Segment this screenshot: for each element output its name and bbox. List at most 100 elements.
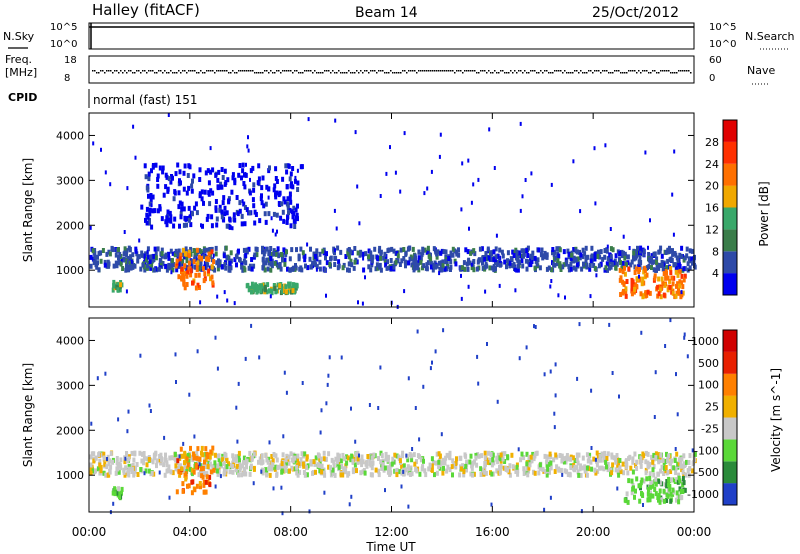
freq-point	[430, 70, 432, 72]
heatmap-cell	[382, 255, 386, 261]
heatmap-cell	[447, 454, 451, 460]
freq-point	[392, 72, 394, 74]
heatmap-cell	[286, 163, 290, 169]
heatmap-cell	[108, 251, 112, 257]
freq-point	[386, 72, 388, 74]
heatmap-cell	[432, 460, 435, 466]
heatmap-cell	[524, 258, 528, 264]
heatmap-cell	[208, 265, 212, 271]
heatmap-cell	[175, 489, 179, 495]
heatmap-cell	[182, 206, 186, 212]
heatmap-cell	[276, 465, 280, 471]
heatmap-cell	[389, 145, 391, 150]
heatmap-cell	[377, 468, 381, 474]
heatmap-cell	[671, 281, 675, 287]
heatmap-cell	[230, 189, 234, 195]
heatmap-cell	[616, 469, 620, 475]
heatmap-cell	[318, 468, 322, 474]
heatmap-cell	[543, 372, 546, 377]
heatmap-cell	[274, 192, 277, 198]
heatmap-cell	[581, 247, 585, 253]
heatmap-cell	[128, 264, 132, 270]
heatmap-cell	[176, 458, 180, 464]
freq-point	[680, 70, 682, 72]
heatmap-cell	[585, 264, 589, 270]
heatmap-cell	[648, 471, 652, 477]
heatmap-cell	[137, 254, 141, 260]
freq-point	[556, 70, 558, 72]
heatmap-cell	[399, 189, 402, 194]
heatmap-cell	[379, 267, 383, 273]
heatmap-cell	[267, 168, 271, 174]
heatmap-cell	[272, 486, 275, 491]
freq-point	[468, 70, 470, 72]
heatmap-cell	[361, 301, 364, 306]
heatmap-cell	[210, 249, 214, 255]
heatmap-cell	[289, 171, 293, 177]
heatmap-cell	[191, 280, 195, 286]
heatmap-cell	[286, 215, 289, 221]
heatmap-cell	[351, 469, 355, 475]
heatmap-cell	[522, 455, 526, 461]
heatmap-cell	[518, 260, 522, 265]
heatmap-cell	[115, 460, 119, 466]
heatmap-cell	[281, 176, 285, 182]
heatmap-cell	[481, 467, 484, 473]
heatmap-cell	[272, 452, 276, 457]
heatmap-cell	[163, 435, 166, 440]
heatmap-cell	[472, 471, 476, 477]
heatmap-cell	[141, 451, 144, 457]
heatmap-cell	[622, 250, 625, 256]
heatmap-cell	[142, 455, 146, 461]
freq-point	[396, 72, 398, 74]
heatmap-cell	[516, 263, 520, 269]
heatmap-cell	[531, 255, 534, 261]
heatmap-cell	[121, 266, 125, 271]
freq-point	[292, 72, 294, 74]
heatmap-cell	[483, 469, 487, 475]
heatmap-cell	[347, 267, 351, 273]
heatmap-cell	[425, 262, 429, 268]
heatmap-cell	[178, 262, 181, 267]
heatmap-cell	[193, 250, 197, 256]
heatmap-cell	[470, 463, 474, 469]
heatmap-cell	[440, 432, 443, 437]
heatmap-cell	[622, 234, 625, 239]
heatmap-cell	[657, 276, 661, 282]
heatmap-cell	[569, 266, 573, 272]
heatmap-cell	[411, 246, 415, 252]
heatmap-cell	[384, 451, 388, 457]
heatmap-cell	[122, 256, 126, 262]
heatmap-cell	[662, 292, 666, 298]
heatmap-cell	[203, 189, 207, 195]
heatmap-cell	[254, 246, 258, 252]
heatmap-cell	[223, 211, 227, 217]
heatmap-cell	[225, 255, 229, 261]
heatmap-cell	[399, 247, 403, 253]
heatmap-cell	[166, 209, 170, 215]
heatmap-cell	[350, 453, 354, 459]
heatmap-cell	[125, 252, 129, 258]
heatmap-cell	[664, 465, 668, 470]
freq-point	[280, 72, 282, 74]
freq-point	[500, 70, 502, 72]
freq-point	[148, 70, 150, 72]
freq-point	[242, 70, 244, 72]
heatmap-cell	[586, 458, 590, 464]
heatmap-cell	[203, 459, 206, 465]
heatmap-cell	[574, 248, 578, 254]
heatmap-cell	[576, 376, 579, 381]
heatmap-cell	[425, 266, 429, 272]
heatmap-cell	[501, 456, 505, 462]
heatmap-cell	[115, 263, 119, 269]
heatmap-cell	[632, 282, 636, 288]
freq-point	[416, 72, 418, 74]
heatmap-cell	[635, 284, 639, 290]
freq-point	[156, 72, 158, 74]
nsearch-tick-bottom: 10^0	[709, 39, 736, 50]
heatmap-cell	[259, 196, 263, 202]
heatmap-cell	[172, 196, 176, 202]
heatmap-cell	[206, 461, 210, 466]
heatmap-cell	[648, 290, 652, 296]
